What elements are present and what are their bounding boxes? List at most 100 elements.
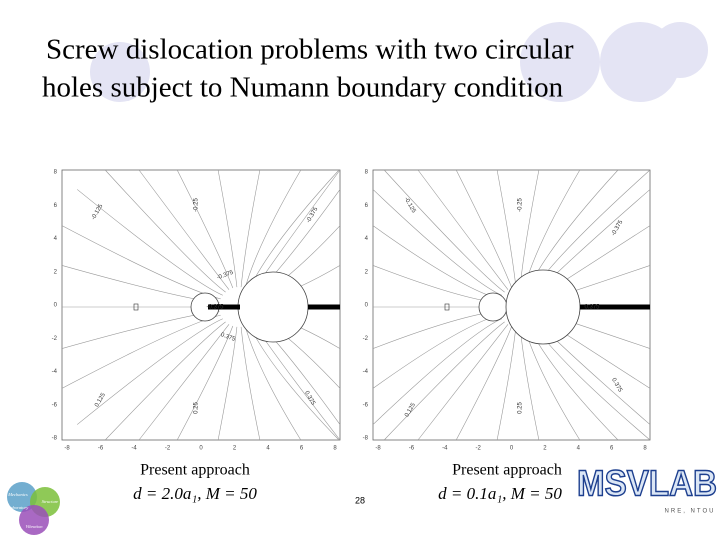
y-tick-label: -6 (363, 402, 369, 408)
x-tick-label: 0 (510, 446, 514, 452)
y-tick-label: -4 (52, 369, 58, 375)
decoration (652, 22, 708, 78)
contour-line (372, 318, 502, 425)
y-tick-label: 8 (365, 170, 369, 176)
contour-label: -0.375 (206, 305, 224, 311)
contour-line (104, 321, 226, 441)
contour-label: -0.375 (216, 270, 235, 282)
contour-label: -0.125 (403, 196, 417, 214)
contour-line (244, 169, 302, 289)
contour-line (176, 325, 234, 441)
contour-label: 0.125 (94, 392, 107, 409)
dislocation (133, 303, 139, 311)
page-number: 28 (355, 495, 365, 505)
x-tick-label: -4 (442, 446, 448, 452)
x-tick-label: -2 (165, 446, 171, 452)
y-tick-label: 2 (54, 269, 58, 275)
hole (478, 292, 508, 322)
x-tick-label: -8 (375, 446, 381, 452)
y-tick-label: 2 (365, 269, 369, 275)
y-tick-label: -2 (52, 336, 58, 342)
contour-line (61, 314, 221, 389)
contour-line (455, 169, 513, 289)
contour-label: 0.125 (404, 402, 417, 419)
y-tick-label: 6 (54, 203, 58, 209)
contour-line (496, 169, 517, 288)
x-tick-label: 8 (333, 446, 337, 452)
caption: Present approach (452, 462, 562, 479)
contour-label: 0.375 (303, 390, 316, 407)
contour-line (138, 169, 230, 290)
contour-label: 0.375 (584, 305, 600, 311)
y-tick-label: 6 (365, 203, 369, 209)
y-tick-label: -8 (52, 436, 58, 442)
contour-line (248, 169, 340, 290)
x-tick-label: -8 (64, 446, 70, 452)
x-tick-label: -6 (409, 446, 415, 452)
logo-text: Mechanics (7, 492, 28, 497)
contour-label: -0.375 (306, 206, 320, 224)
y-tick-label: 0 (54, 303, 58, 309)
formula: d = 2.0a₁, M = 50 (133, 484, 257, 503)
hole (237, 271, 309, 343)
y-tick-label: -8 (363, 436, 369, 442)
contour-line (383, 321, 505, 441)
slide-title: Screw dislocation problems with two circ… (46, 34, 574, 66)
contour-line (217, 169, 238, 288)
x-tick-label: 2 (543, 446, 547, 452)
x-tick-label: 6 (300, 446, 304, 452)
x-tick-label: 4 (577, 446, 581, 452)
contour-line (519, 169, 540, 288)
contour-line (496, 326, 517, 441)
x-tick-label: -4 (131, 446, 137, 452)
y-tick-label: 8 (54, 170, 58, 176)
decoration (90, 42, 150, 102)
contour-line (217, 326, 238, 441)
contour-line (372, 310, 499, 349)
contour-line (77, 189, 223, 296)
contour-label: -0.125 (91, 203, 105, 221)
formula: d = 0.1a₁, M = 50 (438, 484, 562, 503)
contour-line (372, 189, 502, 296)
slide-title: holes subject to Numann boundary conditi… (42, 72, 564, 104)
x-tick-label: -2 (475, 446, 481, 452)
logo-circle (7, 482, 37, 512)
contour-line (138, 324, 230, 441)
contour-line (240, 169, 261, 288)
contour-line (455, 325, 513, 441)
contour-line (77, 318, 223, 425)
decoration (520, 22, 600, 102)
contour-label: 0.25 (194, 402, 200, 414)
x-tick-label: 4 (266, 446, 270, 452)
contour-line (417, 324, 509, 441)
y-tick-label: 4 (365, 236, 369, 242)
contour-line (372, 265, 499, 304)
logo-text: Laboratory (7, 505, 29, 510)
contour-line (417, 169, 509, 290)
contour-label: 0.25 (518, 402, 524, 414)
contour-label: 0.375 (220, 332, 237, 343)
y-tick-label: -4 (363, 369, 369, 375)
contour-label: -0.375 (611, 219, 625, 237)
contour-line (519, 326, 540, 441)
contour-line (61, 225, 221, 300)
dislocation (444, 303, 450, 311)
hole (505, 269, 581, 345)
y-tick-label: 4 (54, 236, 58, 242)
logo-text: Structure (42, 499, 59, 504)
x-tick-label: 0 (199, 446, 203, 452)
contour-label: -0.25 (194, 198, 200, 212)
contour-label: -0.25 (518, 198, 524, 212)
y-tick-label: 0 (365, 303, 369, 309)
logo-sub: NRE, NTOU (665, 509, 716, 515)
contour-line (248, 324, 340, 441)
contour-line (383, 169, 505, 293)
x-tick-label: 6 (610, 446, 614, 452)
contour-line (104, 169, 226, 293)
logo-circle (19, 505, 49, 535)
y-tick-label: -6 (52, 402, 58, 408)
contour-line (240, 326, 261, 441)
x-tick-label: 8 (643, 446, 647, 452)
x-tick-label: 2 (233, 446, 237, 452)
